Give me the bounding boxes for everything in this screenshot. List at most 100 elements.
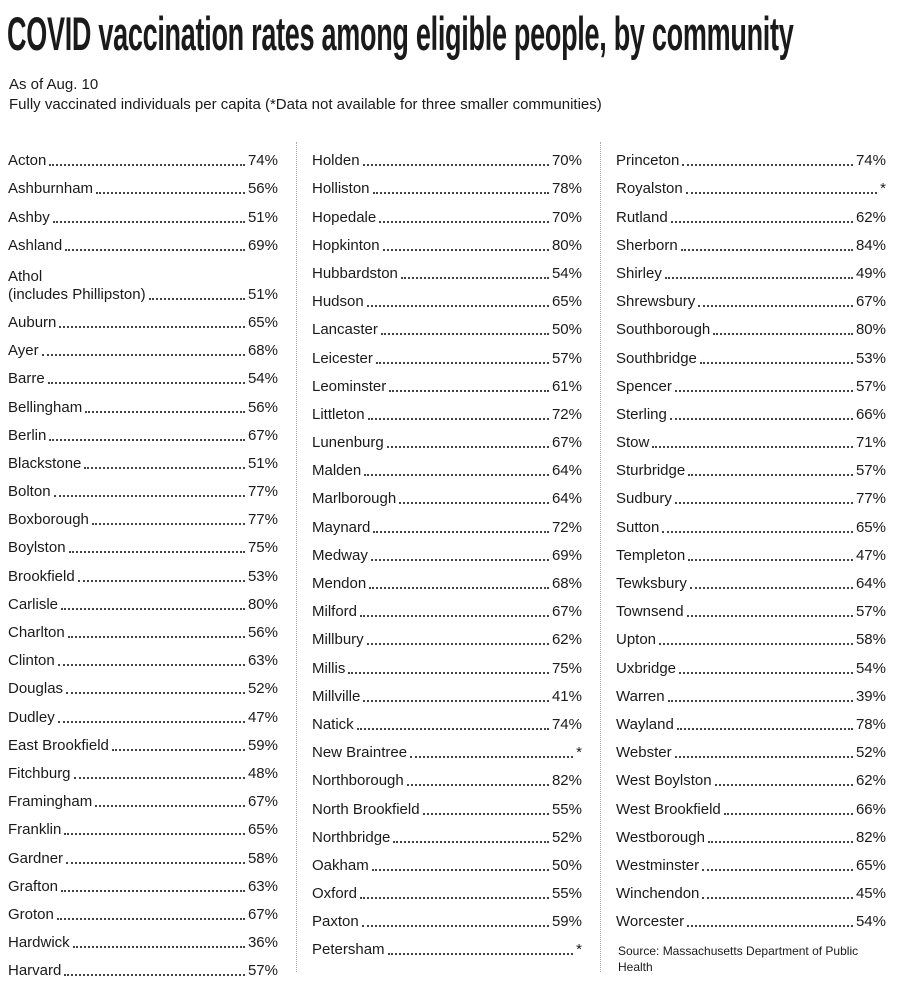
table-row: Malden 64% [312, 452, 582, 480]
dot-leader [667, 699, 853, 702]
vaccination-rate: 39% [855, 687, 886, 705]
dot-leader [77, 579, 245, 582]
dot-leader [84, 466, 245, 469]
vaccination-rate: 57% [855, 603, 886, 621]
community-name: Milford [312, 603, 358, 621]
table-row: Athol (includes Phillipston) 51% [8, 255, 278, 304]
vaccination-rate: 62% [551, 631, 582, 649]
dot-leader [61, 889, 245, 892]
dot-leader [66, 861, 245, 864]
dot-leader [47, 382, 245, 385]
community-name: Groton [8, 905, 54, 923]
vaccination-rate: 50% [551, 856, 582, 874]
table-row: Webster 52% [616, 734, 886, 762]
dot-leader [664, 276, 853, 279]
table-row: Dudley 47% [8, 698, 278, 726]
community-name: Oxford [312, 885, 358, 903]
table-row: Sutton 65% [616, 508, 886, 536]
community-name: Millbury [312, 631, 364, 649]
vaccination-rate: 74% [551, 715, 582, 733]
table-column-1: Acton 74% Ashburnham 56% Ashby 51% Ashland 69% A… [8, 142, 278, 980]
community-name: Shirley [616, 264, 662, 282]
table-row: Bellingham 56% [8, 388, 278, 416]
table-row: Hudson 65% [312, 283, 582, 311]
vaccination-rate: 64% [551, 490, 582, 508]
table-row: Northborough 82% [312, 762, 582, 790]
community-name: Acton [8, 152, 47, 170]
community-name: Townsend [616, 603, 684, 621]
vaccination-rate: 77% [855, 490, 886, 508]
table-row: Millis 75% [312, 649, 582, 677]
vaccination-rate: 67% [247, 426, 278, 444]
table-row: Holden 70% [312, 142, 582, 170]
dot-leader [68, 551, 245, 554]
community-name: Natick [312, 715, 354, 733]
community-name: Southborough [616, 321, 711, 339]
community-name: Northborough [312, 772, 404, 790]
vaccination-rate: 54% [855, 659, 886, 677]
table-row: Lunenburg 67% [312, 424, 582, 452]
community-name: Hopedale [312, 208, 377, 226]
table-row: Princeton 74% [616, 142, 886, 170]
column-divider [600, 142, 601, 972]
community-name: East Brookfield [8, 736, 109, 754]
community-name: Winchendon [616, 885, 700, 903]
community-name: Maynard [312, 518, 371, 536]
table-row: Franklin 65% [8, 811, 278, 839]
community-name: Westminster [616, 856, 700, 874]
table-row: Leicester 57% [312, 339, 582, 367]
table-row: Hopedale 70% [312, 198, 582, 226]
table-row: Ashland 69% [8, 227, 278, 255]
community-name: Princeton [616, 152, 680, 170]
table-row: Millbury 62% [312, 621, 582, 649]
table-row: Natick 74% [312, 706, 582, 734]
table-column-3: Princeton 74% Royalston * Rutland 62% Sherborn… [616, 142, 886, 931]
community-name: Tewksbury [616, 575, 687, 592]
community-name: Northbridge [312, 828, 391, 846]
community-name: Petersham [312, 941, 385, 959]
dot-leader [57, 664, 245, 667]
community-name: Bolton [8, 483, 51, 501]
dot-leader [52, 220, 245, 223]
table-row: Westborough 82% [616, 819, 886, 847]
date-note: As of Aug. 10 [9, 76, 99, 93]
community-name: Rutland [616, 208, 668, 226]
vaccination-rate: * [576, 941, 582, 959]
dot-leader [49, 164, 245, 167]
vaccination-rate: 67% [551, 434, 582, 452]
vaccination-rate: 62% [855, 772, 886, 790]
dot-leader [356, 727, 549, 730]
vaccination-rate: 56% [247, 180, 278, 198]
vaccination-rate: 82% [551, 772, 582, 790]
vaccination-rate: 56% [247, 398, 278, 416]
community-name: Southbridge [616, 349, 697, 367]
vaccination-rate: 57% [855, 377, 886, 395]
vaccination-rate: 41% [551, 687, 582, 705]
table-row: Sturbridge 57% [616, 452, 886, 480]
vaccination-rate: 65% [855, 518, 886, 536]
community-name: Millis [312, 659, 346, 677]
table-row: Milford 67% [312, 593, 582, 621]
vaccination-rate: 36% [247, 934, 278, 952]
dot-leader [364, 474, 549, 477]
table-row: Maynard 72% [312, 508, 582, 536]
vaccination-rate: 72% [551, 518, 582, 536]
dot-leader [659, 643, 853, 646]
table-row: Berlin 67% [8, 417, 278, 445]
vaccination-rate: 77% [247, 483, 278, 501]
table-row: Gardner 58% [8, 839, 278, 867]
table-row: Templeton 47% [616, 537, 886, 565]
vaccination-rate: 59% [551, 913, 582, 931]
dot-leader [713, 333, 853, 336]
dot-leader [64, 833, 245, 836]
table-row: West Brookfield 66% [616, 790, 886, 818]
dot-leader [669, 417, 853, 420]
table-row: Worcester 54% [616, 903, 886, 931]
community-name: Hudson [312, 293, 364, 311]
table-row: Uxbridge 54% [616, 649, 886, 677]
description: Fully vaccinated individuals per capita … [9, 96, 602, 113]
community-name: Upton [616, 631, 657, 649]
table-row: Holliston 78% [312, 170, 582, 198]
table-row: Fitchburg 48% [8, 755, 278, 783]
vaccination-rate: 66% [855, 800, 886, 818]
